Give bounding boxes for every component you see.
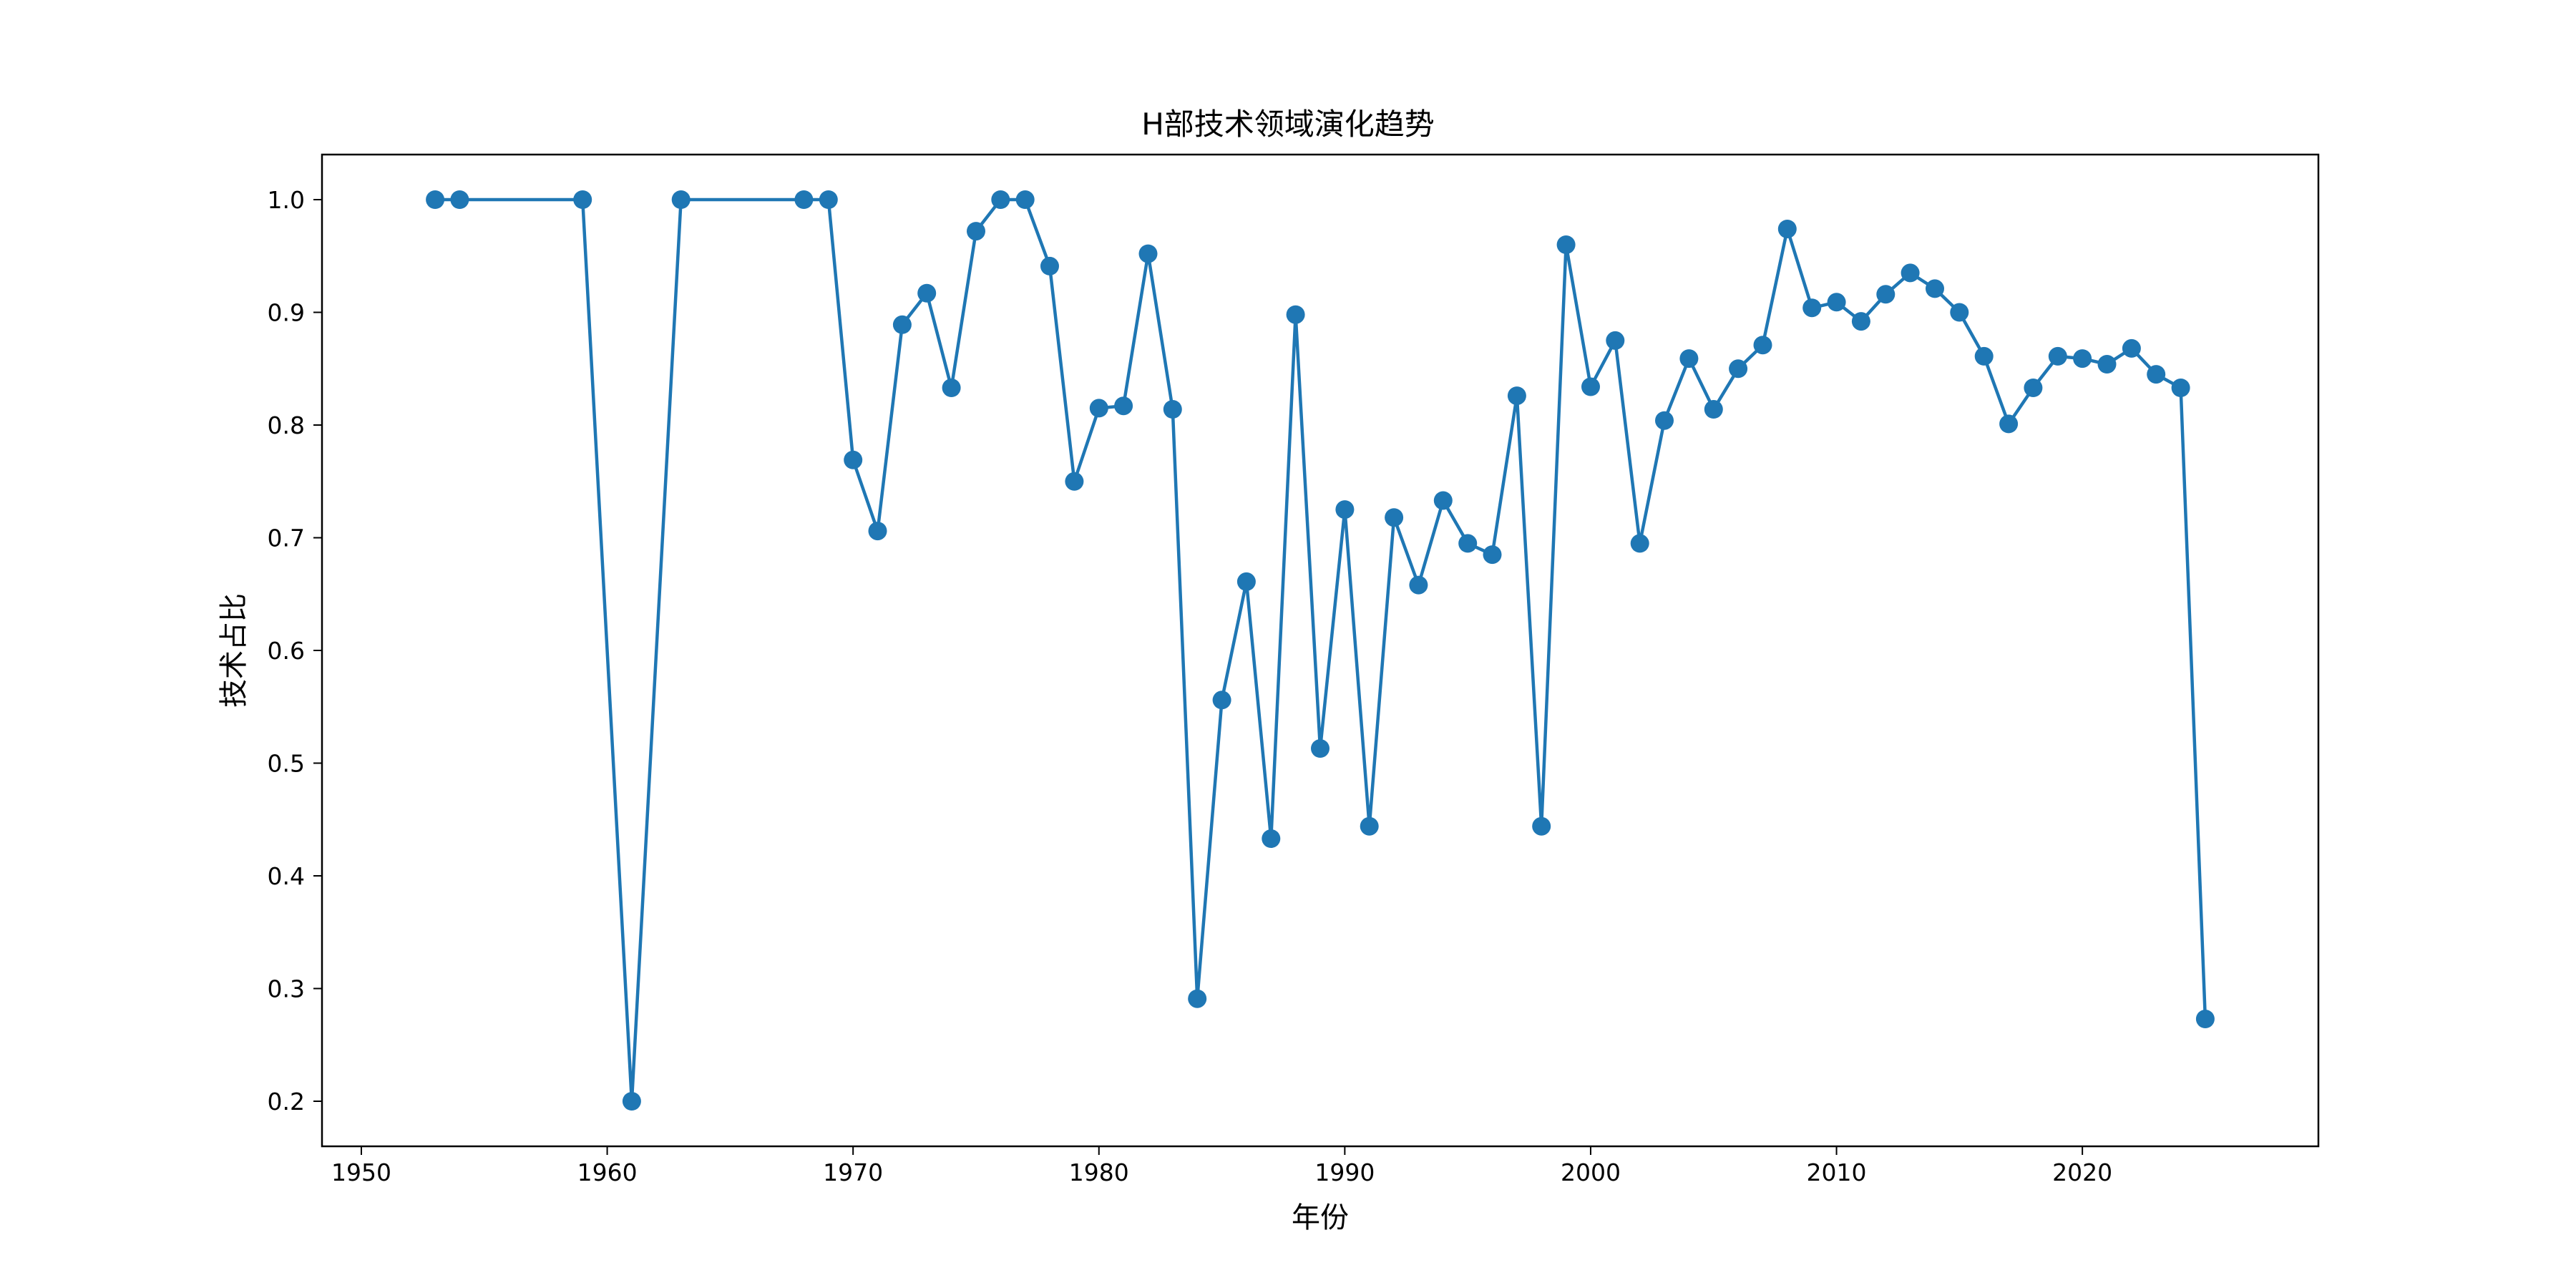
axes-frame: [321, 153, 2320, 1148]
data-point: [991, 190, 1010, 209]
data-point: [1015, 190, 1035, 209]
data-point: [819, 190, 838, 209]
data-point: [1236, 572, 1256, 591]
data-point: [1138, 244, 1158, 263]
y-tick-label: 0.9: [268, 299, 305, 327]
data-point: [1630, 534, 1649, 553]
data-point: [1827, 293, 1846, 312]
x-tick-label: 1970: [823, 1158, 883, 1186]
data-point: [2048, 346, 2067, 366]
data-point: [868, 522, 887, 541]
data-point: [1458, 534, 1478, 553]
data-point: [1556, 235, 1576, 254]
data-point: [1974, 346, 1994, 366]
y-tick-label: 0.2: [268, 1088, 305, 1116]
data-point: [1089, 399, 1108, 418]
x-tick-label: 2000: [1561, 1158, 1621, 1186]
data-point: [2073, 349, 2092, 369]
y-tick-label: 0.6: [268, 637, 305, 665]
data-point: [1262, 829, 1281, 848]
data-point: [1385, 508, 1404, 527]
data-point: [1163, 400, 1182, 419]
y-axis-label: 技术占比: [218, 593, 250, 708]
data-point: [1114, 396, 1133, 416]
data-point: [1433, 491, 1453, 510]
x-tick-label: 1950: [331, 1158, 391, 1186]
data-point: [1212, 691, 1231, 710]
data-point: [1286, 305, 1305, 324]
data-point: [1950, 303, 1969, 322]
data-point: [671, 190, 691, 209]
data-point: [942, 379, 961, 397]
x-tick-label: 1960: [577, 1158, 638, 1186]
data-point: [967, 222, 985, 241]
x-tick-label: 1980: [1069, 1158, 1129, 1186]
data-point: [622, 1092, 641, 1111]
data-point: [1876, 285, 1896, 304]
data-point: [1606, 331, 1625, 350]
data-point: [2024, 379, 2043, 397]
data-point: [1777, 220, 1797, 238]
data-point: [892, 315, 912, 334]
data-point: [1335, 500, 1355, 519]
data-point: [2122, 338, 2141, 358]
data-point: [1532, 816, 1551, 836]
data-point: [1188, 989, 1207, 1008]
x-tick-label: 2010: [1807, 1158, 1867, 1186]
chart-title: H部技术领域演化趋势: [1141, 107, 1435, 142]
data-point: [794, 190, 814, 209]
data-point: [1040, 256, 1059, 275]
data-point: [1704, 400, 1723, 419]
y-tick-label: 0.3: [268, 975, 305, 1003]
data-point: [2171, 379, 2190, 397]
data-point: [1926, 279, 1944, 298]
data-point: [1901, 263, 1920, 283]
data-point: [1679, 349, 1699, 369]
data-point: [1483, 545, 1502, 565]
plot-area: 1950 1960 1970 1980 1990 2000 2010 2020 0.2 0.3 0.…: [268, 186, 2215, 1186]
data-point: [2147, 365, 2166, 384]
x-axis-label: 年份: [1292, 1201, 1349, 1234]
y-tick-label: 0.4: [268, 862, 305, 890]
data-point: [1655, 411, 1674, 430]
x-tick-label: 1990: [1314, 1158, 1375, 1186]
data-point: [1729, 359, 1748, 379]
data-point: [1409, 575, 1428, 595]
data-point: [1753, 336, 1772, 355]
y-tick-label: 0.7: [268, 525, 305, 552]
data-point: [2195, 1010, 2215, 1028]
data-point: [1507, 386, 1526, 406]
data-point: [1851, 312, 1870, 331]
data-point: [1999, 414, 2019, 434]
data-point: [1581, 377, 1600, 396]
x-tick-label: 2020: [2052, 1158, 2112, 1186]
data-point: [426, 190, 445, 209]
data-point: [450, 190, 469, 209]
data-point: [573, 190, 592, 209]
data-point: [1311, 739, 1330, 758]
y-tick-label: 1.0: [268, 186, 305, 214]
y-tick-label: 0.5: [268, 750, 305, 778]
data-point: [2097, 355, 2117, 374]
y-tick-label: 0.8: [268, 411, 305, 439]
data-point: [917, 283, 937, 303]
data-point: [1065, 472, 1084, 491]
data-point: [844, 450, 863, 469]
data-point: [1360, 816, 1379, 836]
data-point: [1802, 298, 1822, 318]
